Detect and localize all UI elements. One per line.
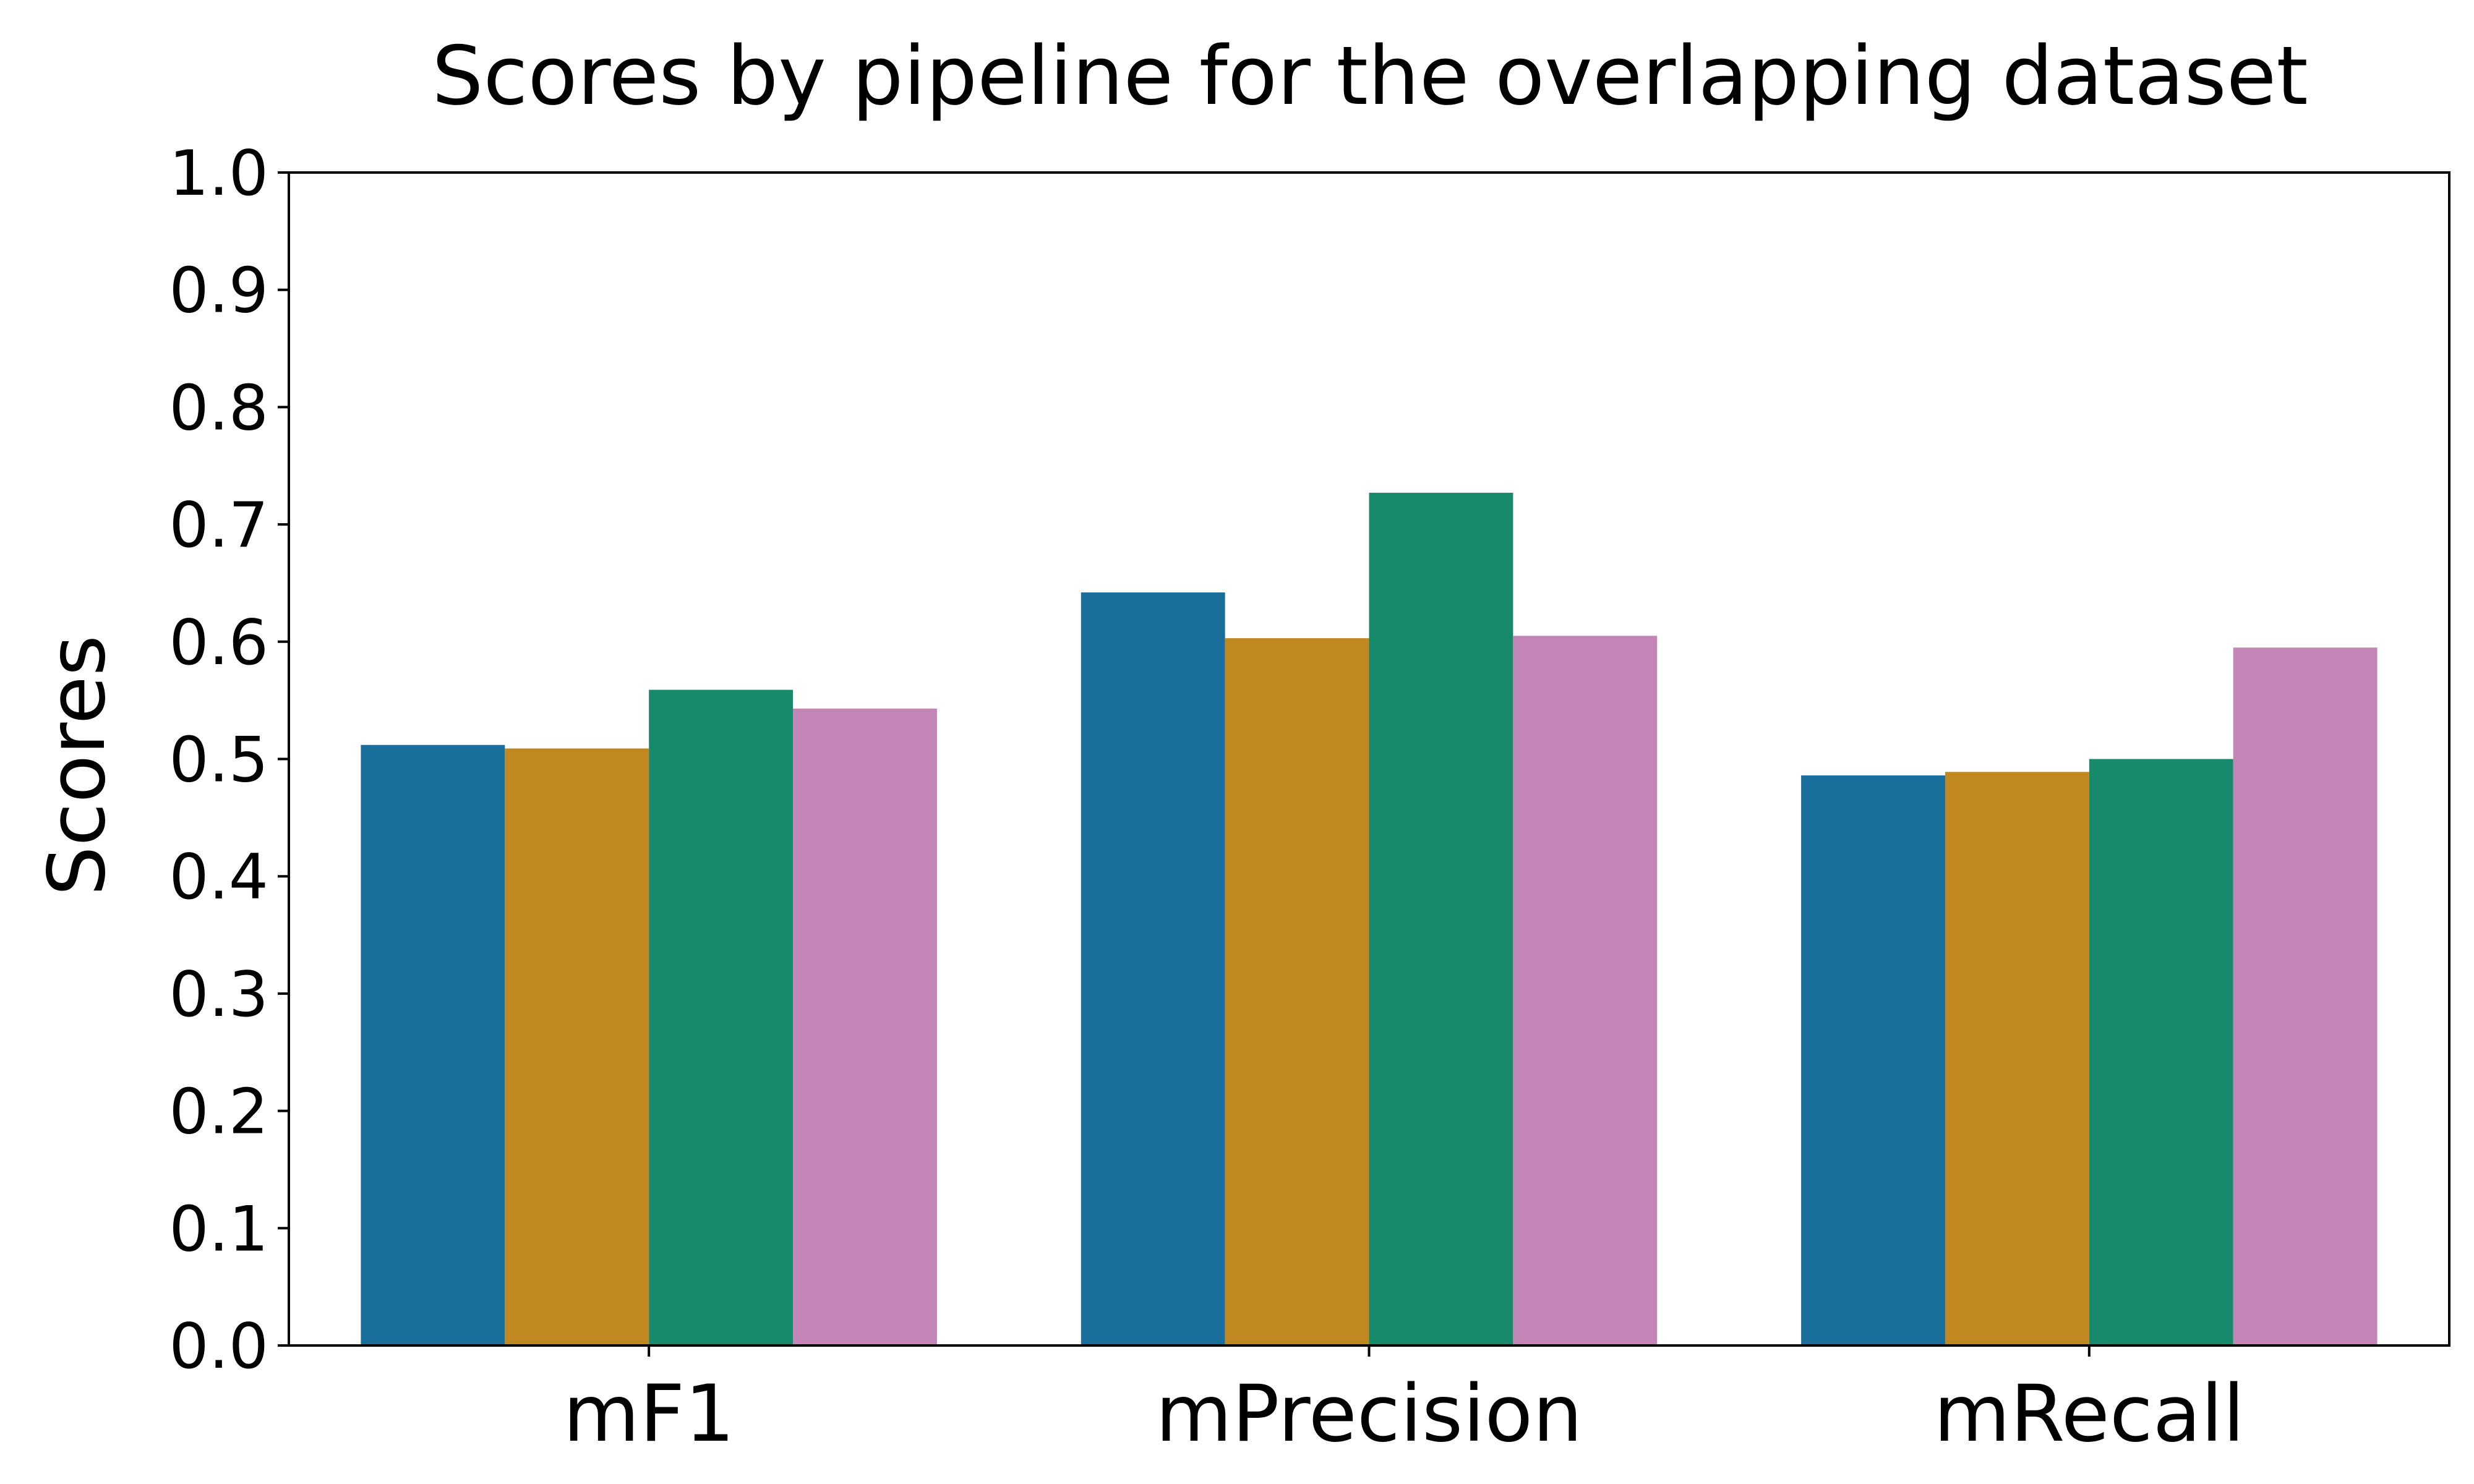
y-axis-label: Scores <box>31 635 122 896</box>
bar-mF1-series-4 <box>793 708 937 1345</box>
y-tick-label: 0.6 <box>169 606 268 679</box>
x-tick-label-mPrecision: mPrecision <box>1155 1368 1582 1459</box>
bar-mRecall-series-3 <box>2089 759 2233 1345</box>
bar-mF1-series-3 <box>649 689 794 1345</box>
x-tick-label-mF1: mF1 <box>563 1368 735 1459</box>
y-tick-label: 0.4 <box>169 840 268 913</box>
x-axis: mF1 mPrecision mRecall <box>563 1345 2245 1459</box>
y-tick-label: 0.3 <box>169 958 268 1031</box>
x-tick-label-mRecall: mRecall <box>1934 1368 2245 1459</box>
y-tick-label: 0.0 <box>169 1310 268 1383</box>
bar-mPrecision-series-4 <box>1513 636 1658 1345</box>
y-axis: 0.0 0.1 0.2 0.3 0.4 0.5 0.6 0.7 0.8 0.9 1.0 <box>169 137 289 1383</box>
bar-mPrecision-series-3 <box>1369 492 1513 1345</box>
y-tick-label: 1.0 <box>169 137 268 210</box>
plot-frame <box>288 171 2450 1347</box>
bar-mPrecision-series-2 <box>1225 638 1369 1345</box>
bar-mF1-series-2 <box>505 748 649 1345</box>
bar-mRecall-series-1 <box>1801 775 1945 1345</box>
y-tick-label: 0.8 <box>169 371 268 444</box>
bar-mRecall-series-4 <box>2233 647 2378 1345</box>
y-tick-label: 0.2 <box>169 1075 268 1148</box>
y-tick-label: 0.7 <box>169 488 268 561</box>
bars-layer <box>361 492 2378 1345</box>
y-tick-label: 0.5 <box>169 723 268 796</box>
bar-mPrecision-series-1 <box>1081 592 1225 1345</box>
chart-title: Scores by pipeline for the overlapping d… <box>432 28 2308 123</box>
bar-mRecall-series-2 <box>1945 772 2089 1345</box>
y-tick-label: 0.9 <box>169 254 268 327</box>
bar-mF1-series-1 <box>361 744 505 1345</box>
y-tick-label: 0.1 <box>169 1192 268 1265</box>
